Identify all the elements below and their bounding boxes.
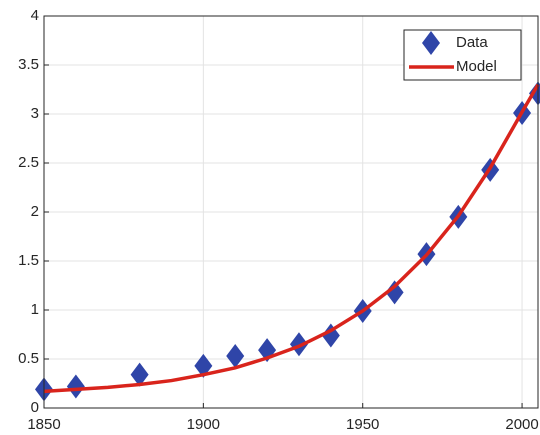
axes-box bbox=[43, 15, 539, 409]
y-tick-label: 0.5 bbox=[18, 350, 39, 367]
x-tick-label: 1950 bbox=[346, 416, 379, 433]
model-line bbox=[43, 83, 540, 394]
legend-box bbox=[403, 29, 522, 81]
y-tick-label: 1.5 bbox=[18, 252, 39, 269]
y-tick-label: 3.5 bbox=[18, 56, 39, 73]
x-tick-label: 1900 bbox=[187, 416, 220, 433]
legend: Data Model bbox=[403, 29, 522, 81]
y-tick-label: 2 bbox=[31, 203, 39, 220]
data-point bbox=[385, 280, 404, 305]
data-point bbox=[289, 332, 308, 357]
y-tick-label: 3 bbox=[31, 105, 39, 122]
data-point bbox=[130, 362, 149, 387]
legend-label: Model bbox=[456, 58, 497, 75]
x-tick-label: 1850 bbox=[27, 416, 60, 433]
y-tick-label: 0 bbox=[31, 399, 39, 416]
legend-symbol bbox=[422, 31, 440, 55]
x-tick-label: 2000 bbox=[505, 416, 538, 433]
y-tick-label: 1 bbox=[31, 301, 39, 318]
data-point bbox=[194, 353, 213, 378]
data-point bbox=[226, 344, 245, 369]
legend-label: Data bbox=[456, 34, 488, 51]
y-tick-label: 4 bbox=[31, 7, 39, 24]
plot-marks bbox=[35, 81, 540, 402]
y-tick-label: 2.5 bbox=[18, 154, 39, 171]
data-point bbox=[66, 374, 85, 399]
